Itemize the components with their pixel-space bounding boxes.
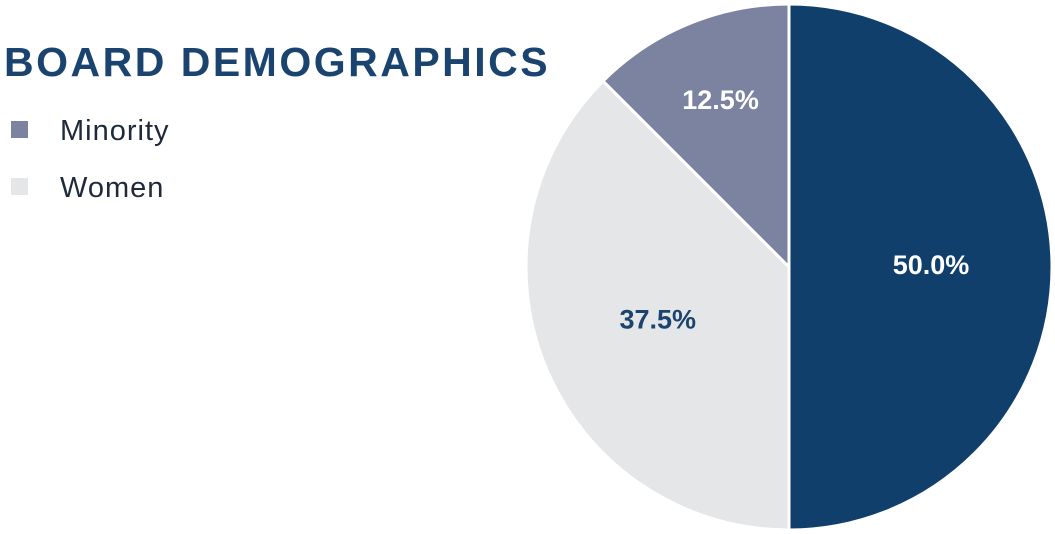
pie-slice bbox=[600, 2, 791, 271]
slice-label: 12.5% bbox=[682, 85, 759, 115]
chart-title: BOARD DEMOGRAPHICS bbox=[4, 39, 550, 85]
legend-swatch bbox=[11, 178, 28, 195]
legend-swatch bbox=[11, 121, 28, 138]
slice-label: 50.0% bbox=[893, 250, 970, 280]
legend-label: Minority bbox=[60, 115, 170, 147]
pie-slice bbox=[787, 2, 1054, 532]
legend-label: Women bbox=[60, 172, 164, 204]
pie-slice bbox=[524, 78, 791, 532]
slice-label: 37.5% bbox=[620, 304, 697, 334]
